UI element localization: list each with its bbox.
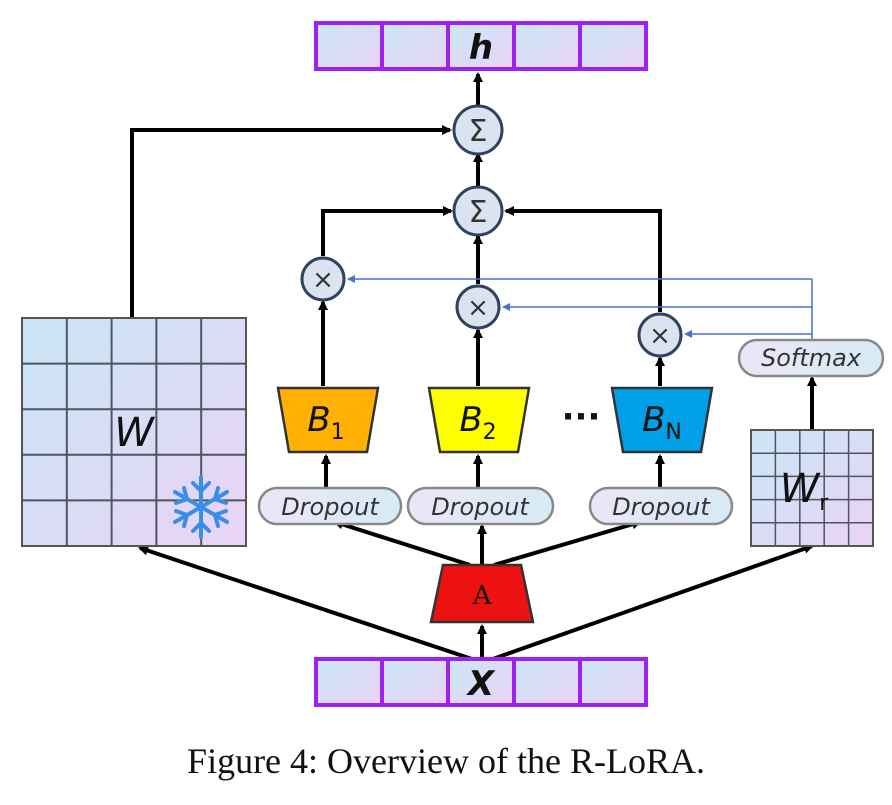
figure-caption: Figure 4: Overview of the R-LoRA.	[187, 741, 705, 781]
output-vector-label: h	[469, 28, 493, 68]
mul-node-1-circle	[300, 256, 346, 302]
multiply-icon: ×	[649, 321, 671, 351]
router-weight-matrix: Wr	[750, 429, 874, 547]
output-vector-cell	[578, 21, 648, 71]
expert-b1-label: B1	[307, 400, 344, 445]
router-weight-matrix-bg	[750, 429, 874, 547]
output-vector: h	[314, 21, 648, 71]
mul-node-n: ×	[637, 312, 683, 358]
mul-node-2-circle	[455, 284, 501, 330]
arrow-w-to-sum	[130, 125, 452, 318]
input-vector: X	[314, 657, 648, 707]
sum-node-inner: Σ	[452, 185, 504, 237]
softmax-pill	[737, 338, 885, 378]
arrow-x-to-w	[138, 545, 476, 662]
shared-a-shape	[429, 563, 535, 624]
experts-ellipsis: ···	[562, 397, 601, 437]
sum-node-outer-circle	[452, 104, 504, 156]
dropout-label: Dropout	[281, 493, 380, 521]
multiply-icon: ×	[312, 265, 334, 295]
input-vector-cell	[446, 657, 516, 707]
expert-bn-label: BN	[642, 400, 682, 445]
dropout-block-2: Dropout	[406, 486, 555, 526]
router-lines	[347, 275, 813, 340]
arrow-a-to-dropout-3	[493, 519, 642, 567]
expert-b2: B2	[427, 386, 531, 454]
arrow-mul1-to-sum	[321, 206, 453, 256]
input-vector-cell	[380, 657, 450, 707]
dropout-pill	[257, 486, 403, 526]
input-vector-label: X	[466, 664, 496, 704]
softmax-block: Softmax	[737, 338, 885, 378]
mul-node-2: ×	[455, 284, 501, 330]
input-vector-cell	[578, 657, 648, 707]
dropout-pill	[406, 486, 555, 526]
expert-b2-label: B2	[459, 400, 496, 445]
dropout-pill	[588, 486, 734, 526]
input-vector-cell	[314, 657, 384, 707]
frozen-weight-label: W	[114, 410, 155, 456]
output-vector-cell	[512, 21, 582, 71]
dropout-block-3: Dropout	[588, 486, 734, 526]
expert-b1-shape	[276, 386, 380, 454]
frozen-weight-matrix: W	[21, 317, 247, 547]
softmax-label: Softmax	[761, 344, 862, 372]
dropout-block-1: Dropout	[257, 486, 403, 526]
dropout-label: Dropout	[431, 493, 530, 521]
arrow-mulN-to-sum	[504, 206, 662, 312]
shared-a-label: A	[472, 581, 493, 611]
snowflake-icon	[173, 475, 229, 539]
sum-icon: Σ	[469, 114, 488, 149]
connections	[130, 72, 817, 662]
arrow-x-to-wr	[489, 543, 814, 662]
frozen-weight-matrix-bg	[21, 317, 247, 547]
multiply-icon: ×	[467, 293, 489, 323]
arrow-a-to-dropout-1	[333, 519, 471, 567]
expert-b2-shape	[427, 386, 531, 454]
dropout-label: Dropout	[612, 493, 711, 521]
mul-node-n-circle	[637, 312, 683, 358]
output-vector-cell	[314, 21, 384, 71]
sum-node-outer: Σ	[452, 104, 504, 156]
router-weight-label: Wr	[780, 466, 830, 516]
input-vector-cell	[512, 657, 582, 707]
mul-node-1: ×	[300, 256, 346, 302]
expert-bn: BN	[610, 386, 714, 454]
sum-node-inner-circle	[452, 185, 504, 237]
output-vector-cell	[380, 21, 450, 71]
expert-bn-shape	[610, 386, 714, 454]
sum-icon: Σ	[469, 195, 488, 230]
shared-a-block: A	[429, 563, 535, 624]
expert-b1: B1	[276, 386, 380, 454]
